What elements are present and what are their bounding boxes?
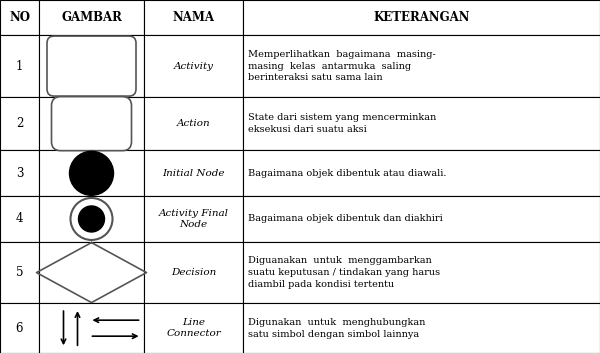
Bar [243,196,600,242]
Text: NAMA: NAMA [173,11,215,24]
Text: 3: 3 [16,167,23,180]
FancyBboxPatch shape [47,36,136,96]
Text: GAMBAR: GAMBAR [61,11,122,24]
Bar [144,97,243,150]
Text: Bagaimana objek dibentuk atau diawali.: Bagaimana objek dibentuk atau diawali. [248,169,446,178]
Text: 4: 4 [16,213,23,226]
Bar [243,242,600,303]
Bar [144,35,243,97]
Text: Line
Connector: Line Connector [166,318,221,338]
Bar [144,150,243,196]
Bar [144,303,243,353]
Text: Action: Action [176,119,211,128]
Bar [144,242,243,303]
Text: Bagaimana objek dibentuk dan diakhiri: Bagaimana objek dibentuk dan diakhiri [248,215,443,223]
Bar [39,97,144,150]
Bar [0,242,39,303]
Text: Diguanakan  untuk  menggambarkan
suatu keputusan / tindakan yang harus
diambil p: Diguanakan untuk menggambarkan suatu kep… [248,256,440,289]
Text: 2: 2 [16,117,23,130]
Text: NO: NO [9,11,30,24]
Text: KETERANGAN: KETERANGAN [373,11,470,24]
Bar [0,97,39,150]
Bar [144,0,243,35]
Text: 5: 5 [16,266,23,279]
Text: Decision: Decision [171,268,216,277]
Ellipse shape [79,206,104,232]
Bar [39,196,144,242]
Bar [0,35,39,97]
Bar [243,35,600,97]
Text: Activity: Activity [173,61,214,71]
Bar [0,0,39,35]
Bar [243,150,600,196]
Bar [243,303,600,353]
Ellipse shape [70,198,113,240]
Text: Activity Final
Node: Activity Final Node [158,209,229,229]
Text: 6: 6 [16,322,23,335]
Bar [144,196,243,242]
Bar [0,303,39,353]
Bar [243,0,600,35]
Text: 1: 1 [16,60,23,73]
Bar [0,196,39,242]
Text: Initial Node: Initial Node [162,169,225,178]
Ellipse shape [70,151,113,195]
Bar [243,97,600,150]
Bar [39,303,144,353]
Text: State dari sistem yang mencerminkan
eksekusi dari suatu aksi: State dari sistem yang mencerminkan ekse… [248,113,436,134]
FancyBboxPatch shape [52,97,131,151]
Bar [39,0,144,35]
Bar [39,35,144,97]
Bar [0,150,39,196]
Bar [39,150,144,196]
Text: Memperlihatkan  bagaimana  masing-
masing  kelas  antarmuka  saling
berinteraksi: Memperlihatkan bagaimana masing- masing … [248,50,436,82]
Text: Digunakan  untuk  menghubungkan
satu simbol dengan simbol lainnya: Digunakan untuk menghubungkan satu simbo… [248,318,425,339]
Bar [39,242,144,303]
